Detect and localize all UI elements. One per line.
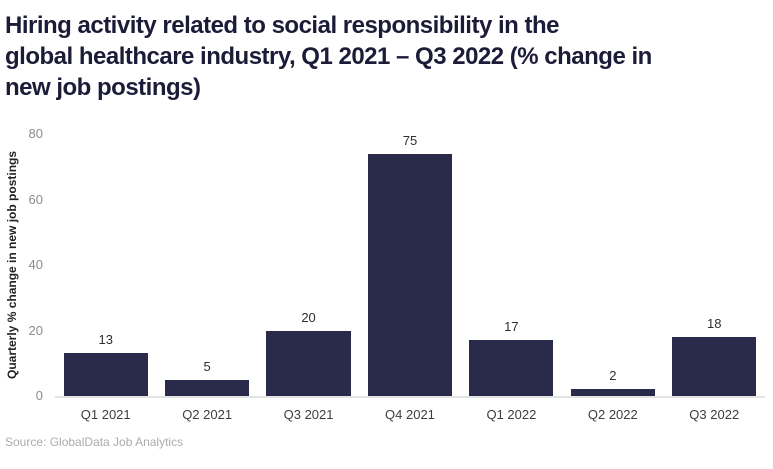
y-tick-label: 40 — [28, 257, 43, 272]
bar — [165, 379, 250, 396]
bar-column: 17 — [461, 134, 562, 396]
x-axis-label: Q3 2021 — [283, 407, 334, 422]
bar — [570, 389, 655, 396]
bar-value-label: 5 — [203, 358, 211, 374]
x-axis-labels: Q1 2021 Q2 2021 Q3 2021 Q4 2021 Q1 2022 Q2 20… — [55, 407, 765, 422]
source-note: Source: GlobalData Job Analytics — [5, 435, 184, 449]
x-axis-label: Q3 2022 — [689, 407, 740, 422]
y-tick-label: 0 — [35, 388, 43, 403]
chart-area: Quarterly % change in new job postings 0… — [5, 126, 765, 422]
bar-value-label: 17 — [504, 319, 519, 335]
x-axis-label: Q1 2022 — [486, 407, 537, 422]
bar — [672, 337, 757, 396]
bar-column: 2 — [562, 134, 663, 396]
plot-wrap: 0 20 40 60 80 13 5 20 75 17 2 18 Q1 2021 Q2 2021 Q3 2… — [29, 126, 765, 422]
bar-value-label: 18 — [707, 316, 722, 332]
bar-column: 5 — [156, 134, 257, 396]
bar-column: 20 — [258, 134, 359, 396]
bar — [469, 340, 554, 396]
bar-value-label: 2 — [609, 368, 617, 384]
y-tick-label: 20 — [28, 322, 43, 338]
x-axis-label: Q4 2021 — [385, 407, 435, 422]
x-axis-label: Q2 2022 — [587, 407, 638, 422]
bar-value-label: 75 — [402, 133, 418, 148]
bar-column: 18 — [664, 134, 765, 396]
x-axis-label: Q1 2021 — [80, 407, 131, 422]
x-axis-label: Q2 2021 — [182, 407, 233, 422]
plot-area: 0 20 40 60 80 13 5 20 75 17 2 18 — [29, 126, 765, 403]
chart-title: Hiring activity related to social respon… — [5, 12, 652, 101]
bar-column: 75 — [359, 134, 460, 396]
bar-column: 13 — [55, 134, 156, 396]
y-tick-label: 80 — [28, 126, 43, 141]
y-axis-title: Quarterly % change in new job postings — [5, 150, 19, 380]
bar-value-label: 20 — [301, 309, 316, 325]
bar — [367, 154, 453, 396]
bar — [266, 330, 351, 396]
y-tick-label: 60 — [28, 191, 43, 207]
bar — [63, 353, 148, 396]
bar-value-label: 13 — [98, 332, 113, 348]
